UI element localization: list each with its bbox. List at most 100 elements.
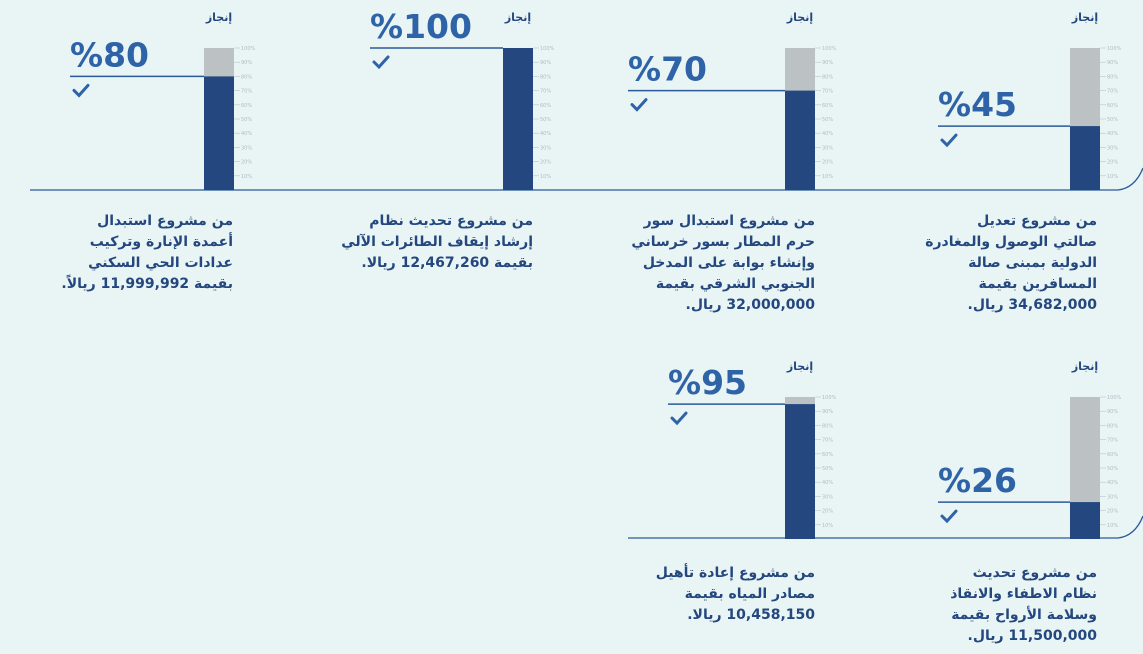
y-tick-label: 20% <box>540 160 551 166</box>
y-tick-label: 50% <box>1107 466 1118 472</box>
bar <box>1070 126 1100 190</box>
value-label: %95 <box>668 363 747 402</box>
y-tick-label: 20% <box>1107 509 1118 515</box>
gauge-title: إنجاز <box>1071 11 1098 24</box>
y-tick-label: 40% <box>822 131 833 137</box>
caption-line: بقيمة 11,999,992 ريالاً. <box>61 276 233 292</box>
y-tick-label: 70% <box>822 438 833 444</box>
baseline <box>628 515 1143 539</box>
bar <box>785 90 815 190</box>
gauge-title: إنجاز <box>1071 360 1098 373</box>
y-tick-label: 10% <box>1107 174 1118 180</box>
caption-line: الدولية بمبنى صالة <box>968 255 1097 271</box>
y-tick-label: 80% <box>1107 74 1118 80</box>
y-tick-label: 60% <box>822 103 833 109</box>
y-tick-label: 100% <box>1107 46 1122 52</box>
y-tick-label: 20% <box>822 160 833 166</box>
y-tick-label: 10% <box>822 523 833 529</box>
gauge-title: إنجاز <box>504 11 531 24</box>
y-tick-label: 50% <box>822 117 833 123</box>
check-mark <box>940 133 958 148</box>
check-mark <box>630 98 648 112</box>
baseline <box>30 167 1143 191</box>
y-tick-label: 30% <box>1107 145 1118 151</box>
y-tick-label: 70% <box>1107 438 1118 444</box>
y-tick-label: 40% <box>540 131 551 137</box>
caption-line: مصادر المياه بقيمة <box>684 586 815 602</box>
gauge-title: إنجاز <box>205 11 232 24</box>
y-tick-label: 100% <box>1107 395 1122 401</box>
value-label: %80 <box>70 35 149 74</box>
caption-line: من مشروع إعادة تأهيل <box>655 565 815 581</box>
y-tick-label: 50% <box>241 117 252 123</box>
caption-line: 11,500,000 ريال. <box>967 628 1098 644</box>
caption-line: 34,682,000 ريال. <box>967 297 1098 313</box>
y-tick-label: 40% <box>241 131 252 137</box>
y-tick-label: 100% <box>822 395 837 401</box>
value-label: %45 <box>938 85 1017 124</box>
y-tick-label: 60% <box>241 103 252 109</box>
y-tick-label: 80% <box>241 74 252 80</box>
caption-line: صالتي الوصول والمغادرة <box>925 234 1097 250</box>
y-tick-label: 80% <box>822 74 833 80</box>
y-tick-label: 60% <box>1107 103 1118 109</box>
caption-line: من مشروع تحديث <box>972 565 1097 581</box>
gauge-title: إنجاز <box>786 11 813 24</box>
caption-line: الجنوبي الشرقي بقيمة <box>655 276 815 292</box>
y-tick-label: 70% <box>1107 89 1118 95</box>
check-mark <box>72 83 90 98</box>
value-label: %70 <box>628 50 707 89</box>
value-label: %100 <box>370 7 472 46</box>
y-tick-label: 30% <box>540 145 551 151</box>
y-tick-label: 90% <box>822 60 833 66</box>
y-tick-label: 20% <box>1107 160 1118 166</box>
y-tick-label: 90% <box>540 60 551 66</box>
value-label: %26 <box>938 461 1017 500</box>
caption-line: إرشاد إيقاف الطائرات الآلي <box>341 234 533 250</box>
y-tick-label: 90% <box>1107 60 1118 66</box>
caption-line: وسلامة الأرواح بقيمة <box>951 607 1097 623</box>
y-tick-label: 70% <box>822 89 833 95</box>
y-tick-label: 50% <box>540 117 551 123</box>
y-tick-label: 90% <box>241 60 252 66</box>
y-tick-label: 60% <box>1107 452 1118 458</box>
y-tick-label: 40% <box>1107 480 1118 486</box>
bar <box>503 48 533 190</box>
check-mark <box>670 411 688 426</box>
y-tick-label: 100% <box>540 46 555 52</box>
y-tick-label: 10% <box>540 174 551 180</box>
y-tick-label: 20% <box>241 160 252 166</box>
gauge-title: إنجاز <box>786 360 813 373</box>
y-tick-label: 60% <box>540 103 551 109</box>
caption-line: 32,000,000 ريال. <box>685 297 816 313</box>
caption: من مشروع إعادة تأهيل مصادر المياه بقيمة 10… <box>656 563 815 626</box>
y-tick-label: 70% <box>241 89 252 95</box>
caption-line: حرم المطار بسور خرساني <box>631 234 815 250</box>
y-tick-label: 10% <box>241 174 252 180</box>
caption-line: عدادات الحي السكني <box>88 255 233 271</box>
y-tick-label: 100% <box>241 46 256 52</box>
caption: من مشروع استبدال سور حرم المطار بسور خرسا… <box>631 211 815 316</box>
y-tick-label: 40% <box>822 480 833 486</box>
y-tick-label: 40% <box>1107 131 1118 137</box>
y-tick-label: 100% <box>822 46 837 52</box>
y-tick-label: 90% <box>822 409 833 415</box>
check-mark <box>372 55 390 70</box>
bar <box>204 76 234 190</box>
caption-line: 10,458,150 ريالا. <box>687 607 815 623</box>
y-tick-label: 20% <box>822 509 833 515</box>
caption: من مشروع تحديث نظام الاطفاء والانقاذ وسلام… <box>950 563 1097 647</box>
check-mark <box>940 509 958 524</box>
caption-line: من مشروع تعديل <box>977 213 1097 229</box>
y-tick-label: 10% <box>822 174 833 180</box>
y-tick-label: 80% <box>822 423 833 429</box>
caption-line: المسافرين بقيمة <box>978 276 1097 292</box>
y-tick-label: 50% <box>822 466 833 472</box>
caption: من مشروع تعديل صالتي الوصول والمغادرة الدو… <box>925 211 1097 316</box>
y-tick-label: 30% <box>1107 494 1118 500</box>
caption-line: من مشروع استبدال <box>97 213 233 229</box>
bar <box>1070 502 1100 539</box>
caption-line: أعمدة الإنارة وتركيب <box>89 234 233 250</box>
y-tick-label: 10% <box>1107 523 1118 529</box>
